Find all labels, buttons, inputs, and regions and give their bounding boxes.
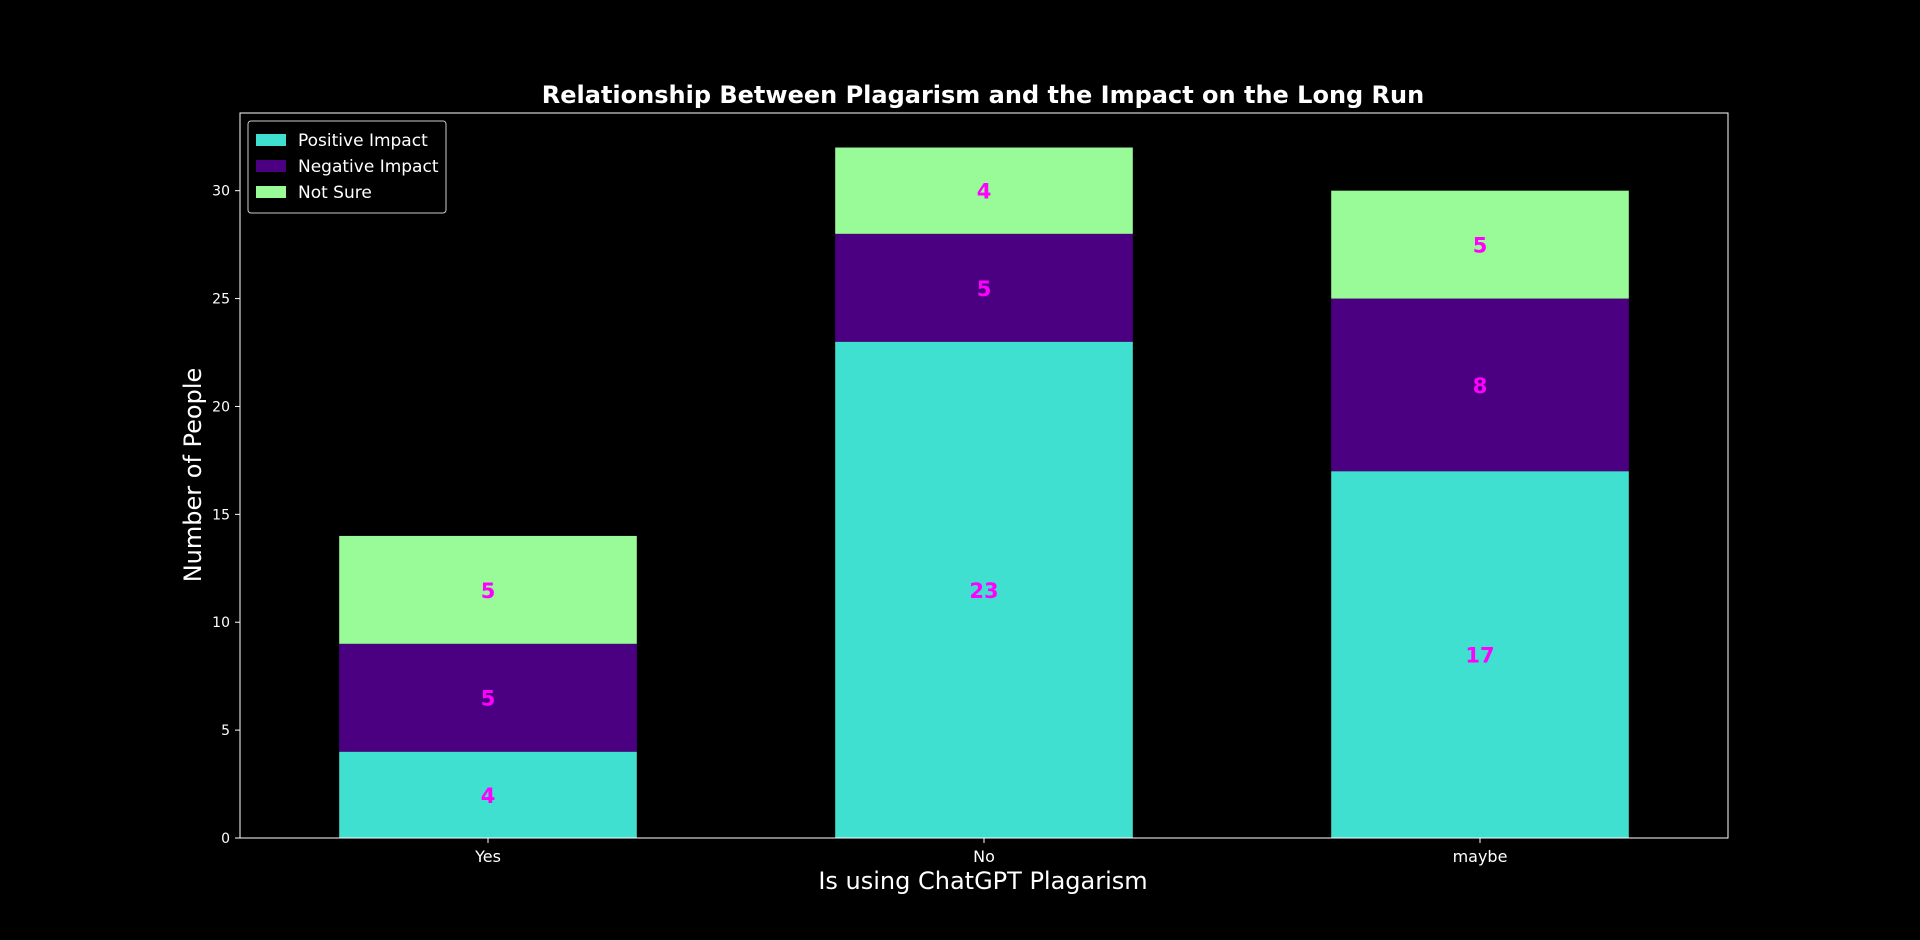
legend-swatch-positive-impact	[256, 134, 286, 146]
data-label-no-positive-impact: 23	[969, 579, 998, 603]
bars-group	[339, 147, 1629, 838]
data-label-no-negative-impact: 5	[977, 277, 992, 301]
bar-yes-negative-impact	[339, 643, 637, 752]
bar-yes-not-sure	[339, 535, 637, 644]
data-label-yes-positive-impact: 4	[481, 784, 496, 808]
legend-swatch-negative-impact	[256, 160, 286, 172]
x-tick-label-yes: Yes	[474, 847, 501, 866]
data-label-maybe-negative-impact: 8	[1473, 374, 1488, 398]
data-label-no-not-sure: 4	[977, 180, 992, 204]
y-tick-label-10: 10	[212, 615, 230, 631]
bar-maybe-positive-impact	[1331, 471, 1629, 838]
bar-no-negative-impact	[835, 233, 1133, 342]
y-tick-label-5: 5	[221, 723, 230, 739]
y-tick-label-0: 0	[221, 831, 230, 847]
legend-label-not-sure: Not Sure	[298, 183, 372, 203]
y-axis-label: Number of People	[179, 368, 207, 583]
bar-maybe-not-sure	[1331, 190, 1629, 299]
data-label-maybe-not-sure: 5	[1473, 234, 1488, 258]
legend-swatch-not-sure	[256, 186, 286, 198]
y-tick-label-20: 20	[212, 399, 230, 415]
data-labels-group: 4 5 5 23 5 4 17 8 5	[481, 180, 1495, 808]
y-tick-label-15: 15	[212, 507, 230, 523]
x-axis: Yes No maybe	[474, 838, 1507, 866]
chart-title: Relationship Between Plagarism and the I…	[542, 81, 1424, 109]
data-label-yes-not-sure: 5	[481, 579, 496, 603]
data-label-maybe-positive-impact: 17	[1465, 644, 1494, 668]
x-tick-label-no: No	[973, 847, 995, 866]
y-axis: 0 5 10 15 20 25 30	[212, 184, 240, 847]
bar-yes-positive-impact	[339, 751, 637, 838]
x-axis-label: Is using ChatGPT Plagarism	[818, 867, 1147, 895]
x-tick-label-maybe: maybe	[1453, 847, 1508, 866]
legend: Positive Impact Negative Impact Not Sure	[247, 120, 447, 214]
legend-frame	[247, 120, 447, 214]
data-label-yes-negative-impact: 5	[481, 687, 496, 711]
legend-label-negative-impact: Negative Impact	[298, 157, 439, 177]
bar-no-not-sure	[835, 147, 1133, 234]
bar-no-positive-impact	[835, 341, 1133, 838]
bar-maybe-negative-impact	[1331, 298, 1629, 472]
plot-area: 4 5 5 23 5 4 17 8 5	[239, 112, 1729, 839]
legend-label-positive-impact: Positive Impact	[298, 131, 428, 151]
y-tick-label-30: 30	[212, 184, 230, 200]
y-tick-label-25: 25	[212, 292, 230, 308]
